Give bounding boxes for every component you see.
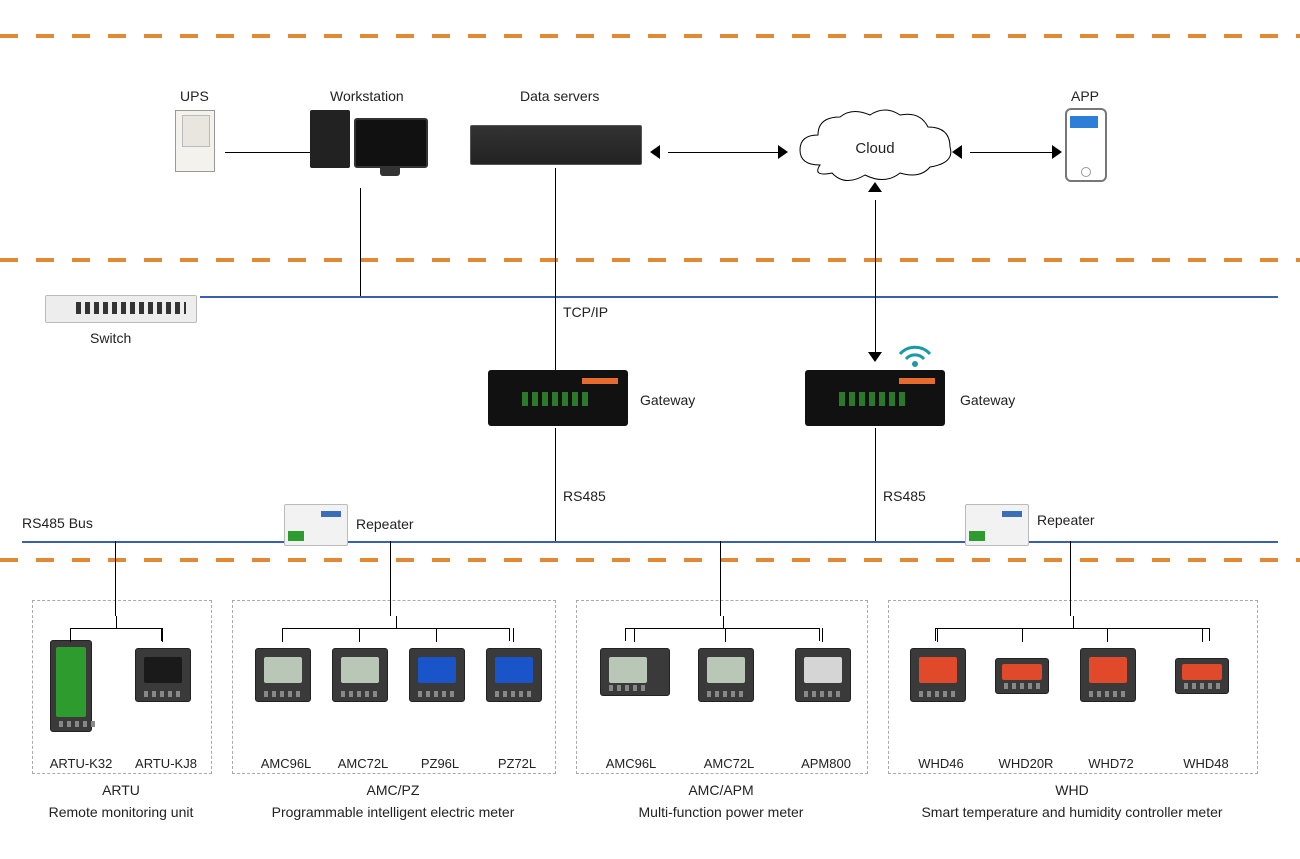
device-label-whd-whd48: WHD48 — [1171, 756, 1241, 771]
switch-label: Switch — [90, 330, 131, 346]
gateway-right-label: Gateway — [960, 392, 1015, 408]
repeater-left-label: Repeater — [356, 516, 414, 532]
device-whd-whd46 — [910, 648, 966, 702]
group-title-amcapm: AMC/APM — [576, 782, 866, 798]
device-amcapm-apm800 — [795, 648, 851, 702]
tcpip-label: TCP/IP — [563, 304, 608, 320]
rs485-bus-label: RS485 Bus — [22, 515, 93, 531]
device-label-whd-whd72: WHD72 — [1076, 756, 1146, 771]
workstation-icon — [310, 110, 428, 168]
gateway-left-label: Gateway — [640, 392, 695, 408]
device-label-amcpz-amc96l: AMC96L — [251, 756, 321, 771]
svg-text:Cloud: Cloud — [855, 140, 894, 157]
rs485-bus — [22, 541, 1278, 543]
device-amcpz-pz72l — [486, 648, 542, 702]
device-amcapm-amc72l — [698, 648, 754, 702]
network-diagram: UPS Workstation Data servers Cloud APP Switch… — [0, 0, 1300, 859]
cloud-icon: Cloud — [790, 105, 960, 193]
group-title-whd: WHD — [888, 782, 1256, 798]
device-label-amcapm-amc96l: AMC96L — [596, 756, 666, 771]
rs485-label-left: RS485 — [563, 488, 606, 504]
device-whd-whd20r — [995, 658, 1049, 694]
device-label-amcpz-pz72l: PZ72L — [482, 756, 552, 771]
device-label-amcapm-apm800: APM800 — [791, 756, 861, 771]
gateway-right-icon — [805, 370, 945, 426]
ups-icon — [175, 110, 215, 172]
group-title-artu: ARTU — [32, 782, 210, 798]
device-amcpz-amc96l — [255, 648, 311, 702]
ethernet-bus — [200, 296, 1278, 298]
device-label-amcapm-amc72l: AMC72L — [694, 756, 764, 771]
data-servers-icon — [470, 125, 642, 165]
device-whd-whd72 — [1080, 648, 1136, 702]
wifi-icon — [895, 338, 935, 371]
device-label-artu-artu-kj8: ARTU-KJ8 — [131, 756, 201, 771]
group-subtitle-amcpz: Programmable intelligent electric meter — [202, 804, 584, 820]
device-whd-whd48 — [1175, 658, 1229, 694]
device-artu-artu-kj8 — [135, 648, 191, 702]
device-artu-artu-k32 — [50, 640, 92, 732]
device-label-artu-artu-k32: ARTU-K32 — [46, 756, 116, 771]
device-label-whd-whd46: WHD46 — [906, 756, 976, 771]
group-subtitle-whd: Smart temperature and humidity controlle… — [858, 804, 1286, 820]
device-amcpz-amc72l — [332, 648, 388, 702]
app-label: APP — [1071, 88, 1099, 104]
group-title-amcpz: AMC/PZ — [232, 782, 554, 798]
device-amcpz-pz96l — [409, 648, 465, 702]
device-label-amcpz-amc72l: AMC72L — [328, 756, 398, 771]
gateway-left-icon — [488, 370, 628, 426]
workstation-label: Workstation — [330, 88, 404, 104]
switch-icon — [45, 295, 197, 323]
rs485-label-right: RS485 — [883, 488, 926, 504]
device-label-amcpz-pz96l: PZ96L — [405, 756, 475, 771]
repeater-left-icon — [284, 504, 348, 546]
device-label-whd-whd20r: WHD20R — [991, 756, 1061, 771]
repeater-right-icon — [965, 504, 1029, 546]
ups-label: UPS — [180, 88, 209, 104]
group-subtitle-amcapm: Multi-function power meter — [546, 804, 896, 820]
device-amcapm-amc96l — [600, 648, 670, 696]
repeater-right-label: Repeater — [1037, 512, 1095, 528]
phone-icon — [1065, 108, 1107, 182]
data-servers-label: Data servers — [520, 88, 599, 104]
